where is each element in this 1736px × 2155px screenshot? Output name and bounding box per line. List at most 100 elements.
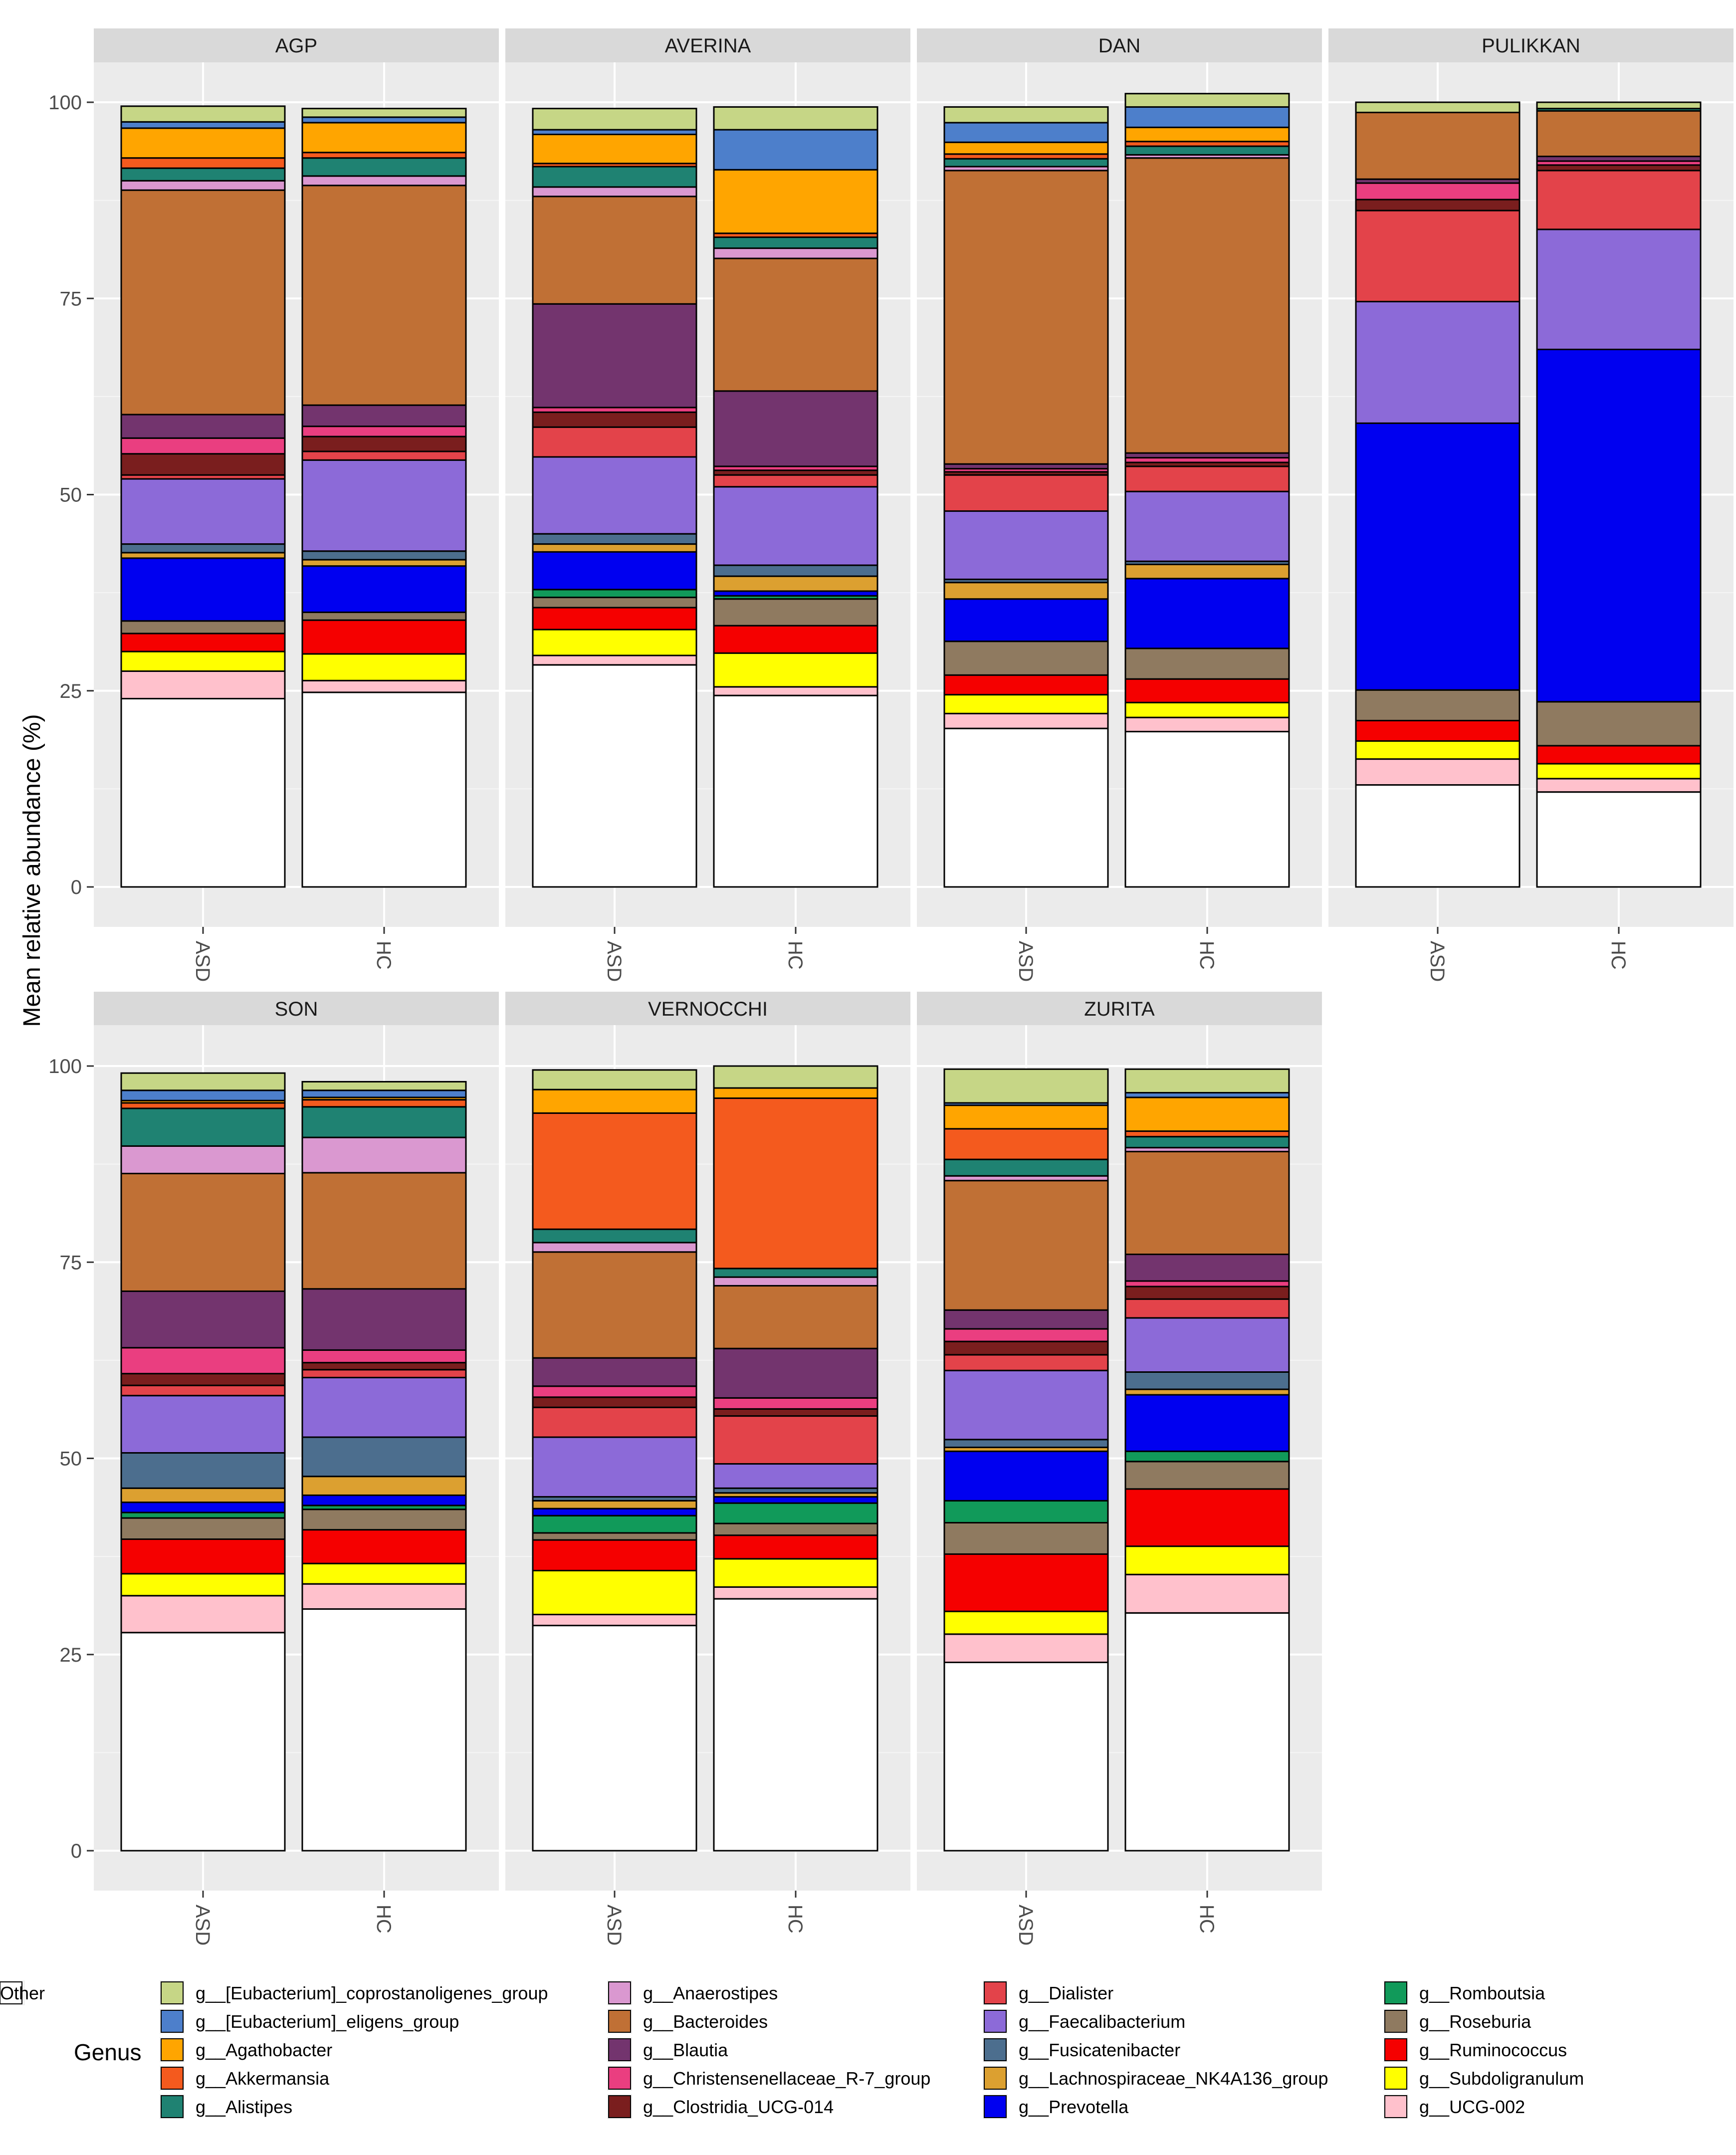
- bar-segment-alist: g__Alistipes: 1.4%: [713, 236, 878, 249]
- facet-strip: [505, 28, 910, 62]
- facet-panels: AGP0255075100Other: 24%g__UCG-002: 3.5%g…: [48, 28, 1734, 1945]
- bar-segment-rosebu: g__Roseburia: 3.9%: [1124, 647, 1290, 680]
- legend-swatch: [608, 2010, 631, 2033]
- bar-segment-faecal: g__Faecalibacterium: 9.8%: [532, 456, 697, 535]
- x-tick-label: ASD: [192, 941, 214, 982]
- bar-segment-prevot: g__Prevotella: 8.9%: [1124, 578, 1290, 649]
- bar-zurita-hc: Other: 30.3%g__UCG-002: 4.9%g__Subdoligr…: [1124, 1068, 1290, 1852]
- bar-segment-rosebu: g__Roseburia: 4%: [943, 1521, 1109, 1555]
- bar-segment-fusica: g__Fusicatenibacter: 1.1%: [301, 550, 467, 561]
- bar-segment-lachno: g__Lachnospiraceae_NK4A136_group: 1.8%: [1124, 563, 1290, 580]
- bar-segment-agatho: g__Agathobacter: 3%: [943, 1104, 1109, 1130]
- bar-segment-dialis: g__Dialister: 3.8%: [532, 426, 697, 458]
- bar-segment-rombou: g__Romboutsia: 0.7%: [120, 1511, 286, 1519]
- bar-segment-eub_eli: g__[Eubacterium]_eligens_group: 0.9%: [301, 1089, 467, 1098]
- legend-item-rumino: g__Ruminococcus: [1383, 2037, 1567, 2062]
- facet-strip-label: VERNOCCHI: [648, 998, 768, 1020]
- bar-vernocchi-hc: Other: 32.1%g__UCG-002: 1.5%g__Subdoligr…: [713, 1065, 878, 1852]
- legend-item-eub_eli: g__[Eubacterium]_eligens_group: [160, 2009, 459, 2034]
- bar-segment-eub_cop: g__[Eubacterium]_coprostanoligenes_group…: [943, 1068, 1109, 1104]
- bar-segment-lachno: g__Lachnospiraceae_NK4A136_group: 2.1%: [943, 582, 1109, 600]
- legend-title: Genus: [74, 2039, 142, 2065]
- x-tick-label: ASD: [1015, 941, 1037, 982]
- bar-segment-lachno: g__Lachnospiraceae_NK4A136_group: 1.8%: [120, 1487, 286, 1504]
- bar-segment-subdol: g__Subdoligranulum: 2.3%: [1355, 740, 1520, 760]
- bar-segment-subdol: g__Subdoligranulum: 1.9%: [1536, 763, 1702, 780]
- bar-segment-other: Other: 30.3%: [1124, 1612, 1290, 1852]
- x-tick-label: HC: [373, 1905, 395, 1934]
- bar-segment-blautia: g__Blautia: 9.6%: [713, 390, 878, 467]
- facet-strip-label: DAN: [1098, 35, 1140, 57]
- bar-segment-ucg002: g__UCG-002: 1.4%: [532, 1614, 697, 1627]
- bar-dan-asd: Other: 20.2%g__UCG-002: 1.9%g__Subdoligr…: [943, 106, 1109, 888]
- bar-segment-eub_cop: g__[Eubacterium]_coprostanoligenes_group…: [713, 1065, 878, 1089]
- bar-segment-christ: g__Christensenellaceae_R-7_group: 1.6%: [301, 1349, 467, 1364]
- y-tick-label: 0: [71, 1840, 82, 1862]
- bar-segment-ucg002: g__UCG-002: 1.9%: [943, 712, 1109, 729]
- bar-segment-dialis: g__Dialister: 2%: [943, 1354, 1109, 1371]
- bar-segment-prevot: g__Prevotella: 5.4%: [943, 598, 1109, 643]
- bar-segment-bacter: g__Bacteroides: 5.8%: [1536, 110, 1702, 158]
- bar-segment-blautia: g__Blautia: 7.8%: [301, 1288, 467, 1351]
- bar-segment-other: Other: 27.8%: [120, 1632, 286, 1852]
- x-tick-label: ASD: [1426, 941, 1448, 982]
- facet-strip: [94, 28, 499, 62]
- bar-segment-rosebu: g__Roseburia: 1.3%: [532, 597, 697, 609]
- bar-segment-lachno: g__Lachnospiraceae_NK4A136_group: 1%: [532, 543, 697, 553]
- bar-segment-ucg002: g__UCG-002: 1.8%: [1124, 716, 1290, 733]
- facet-strip: [1328, 28, 1734, 62]
- bar-segment-rumino: g__Ruminococcus: 2.3%: [1536, 745, 1702, 765]
- bar-segment-dialis: g__Dialister: 3.2%: [1124, 465, 1290, 492]
- bar-segment-faecal: g__Faecalibacterium: 8.9%: [1124, 490, 1290, 562]
- legend-label: g__Ruminococcus: [1419, 2040, 1567, 2060]
- bar-segment-rosebu: g__Roseburia: 2.6%: [301, 1508, 467, 1531]
- bar-segment-faecal: g__Faecalibacterium: 7.6%: [301, 1376, 467, 1438]
- bar-segment-agatho: g__Agathobacter: 3.8%: [301, 122, 467, 154]
- bar-segment-faecal: g__Faecalibacterium: 8.8%: [943, 1369, 1109, 1441]
- bar-segment-akker: g__Akkermansia: 0.7%: [301, 152, 467, 159]
- bar-segment-anaero: g__Anaerostipes: 1.2%: [532, 186, 697, 198]
- legend-item-akker: g__Akkermansia: [160, 2066, 330, 2091]
- bar-segment-anaero: g__Anaerostipes: 1.1%: [713, 1276, 878, 1287]
- bar-segment-eub_cop: g__[Eubacterium]_coprostanoligenes_group…: [120, 1072, 286, 1091]
- bar-segment-dialis: g__Dialister: 7.5%: [1536, 170, 1702, 230]
- bar-zurita-asd: Other: 24%g__UCG-002: 3.6%g__Subdoligran…: [943, 1068, 1109, 1852]
- bar-segment-rosebu: g__Roseburia: 3.5%: [1124, 1461, 1290, 1490]
- bar-segment-eub_eli: g__[Eubacterium]_eligens_group: 5.1%: [713, 129, 878, 171]
- bar-segment-subdol: g__Subdoligranulum: 3.6%: [713, 1558, 878, 1588]
- x-tick-label: HC: [1196, 1905, 1218, 1934]
- bar-segment-ucg002: g__UCG-002: 1.5%: [713, 1586, 878, 1600]
- legend-item-other: Other: [0, 1980, 45, 2005]
- bar-segment-agatho: g__Agathobacter: 1.8%: [1124, 126, 1290, 143]
- bar-segment-subdol: g__Subdoligranulum: 3.4%: [301, 653, 467, 681]
- y-tick-label: 100: [48, 92, 82, 114]
- legend-item-bacter: g__Bacteroides: [607, 2009, 768, 2034]
- x-tick-label: ASD: [603, 941, 625, 982]
- bar-segment-akker: g__Akkermansia: 0.9%: [301, 1099, 467, 1108]
- bar-segment-rosebu: g__Roseburia: 1.6%: [120, 620, 286, 635]
- bar-segment-fusica: g__Fusicatenibacter: 1.4%: [713, 564, 878, 577]
- bar-segment-clostr: g__Clostridia_UCG-014: 1.9%: [301, 435, 467, 452]
- bar-segment-blautia: g__Blautia: 7.2%: [120, 1290, 286, 1349]
- bar-segment-other: Other: 24%: [943, 1661, 1109, 1852]
- bar-averina-asd: Other: 28.3%g__UCG-002: 1.2%g__Subdoligr…: [532, 108, 697, 888]
- bar-segment-anaero: g__Anaerostipes: 4.5%: [301, 1136, 467, 1174]
- bar-segment-subdol: g__Subdoligranulum: 2.6%: [301, 1562, 467, 1585]
- bar-segment-akker: g__Akkermansia: 0.7%: [1124, 1130, 1290, 1138]
- legend-swatch: [608, 2038, 631, 2061]
- bar-segment-prevot: g__Prevotella: 44.9%: [1536, 348, 1702, 703]
- bar-segment-prevot: g__Prevotella: 1.3%: [120, 1502, 286, 1513]
- bar-segment-dialis: g__Dialister: 1.3%: [120, 1384, 286, 1397]
- legend-swatch: [608, 2067, 631, 2090]
- bar-segment-rosebu: g__Roseburia: 4.3%: [943, 641, 1109, 676]
- bar-segment-clostr: g__Clostridia_UCG-014: 0.7%: [1536, 164, 1702, 172]
- x-tick-label: ASD: [603, 1905, 625, 1945]
- bar-segment-alist: g__Alistipes: 2.1%: [943, 1158, 1109, 1177]
- bar-pulikkan-hc: Other: 12.1%g__UCG-002: 1.7%g__Subdoligr…: [1536, 101, 1702, 888]
- bar-segment-alist: g__Alistipes: 2.3%: [301, 157, 467, 177]
- bar-segment-fusica: g__Fusicatenibacter: 4.5%: [120, 1452, 286, 1489]
- facet-panel-son: SON 0 25 50 75 100 Other: 27.8%g__UCG-002: 4.7…: [48, 992, 499, 1945]
- facet-strip-label: ZURITA: [1084, 998, 1155, 1020]
- bar-segment-agatho: g__Agathobacter: 3.8%: [120, 127, 286, 159]
